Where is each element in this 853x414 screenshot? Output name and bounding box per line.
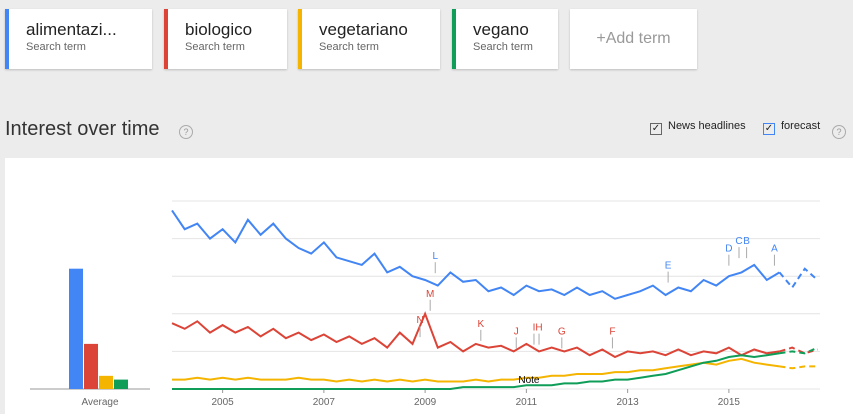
series-line [171, 311, 780, 359]
series-line [779, 346, 818, 355]
annotation-label: J [514, 326, 519, 337]
annotation-label: D [725, 244, 732, 255]
option-label: News headlines [668, 120, 746, 132]
term-sub: Search term [473, 41, 533, 53]
average-bar [69, 268, 83, 389]
add-term[interactable]: +Add term [570, 9, 697, 69]
chart-panel [5, 158, 853, 414]
average-bar [84, 343, 98, 389]
annotation-label: G [558, 326, 566, 337]
average-label: Average [81, 397, 119, 408]
series-line [172, 352, 780, 390]
annotation-label: H [535, 323, 542, 334]
x-tick-label: 2009 [414, 397, 437, 408]
term-sub: Search term [319, 41, 379, 53]
option[interactable]: ✓ forecast [763, 120, 820, 135]
x-tick-label: 2011 [516, 397, 538, 408]
term-card[interactable]: vegetariano Search term [298, 9, 440, 69]
annotation-label: C [735, 236, 742, 247]
annotation-label: K [477, 319, 484, 330]
x-tick-label: 2007 [313, 397, 336, 408]
option[interactable]: ✓ News headlines [650, 120, 746, 135]
section-title: Interest over time [5, 118, 160, 140]
annotation-label: B [743, 236, 750, 247]
series-line [172, 357, 780, 383]
annotation-label: L [432, 251, 438, 262]
series-line [779, 365, 818, 370]
term-sub: Search term [185, 41, 245, 53]
annotation-label: M [426, 289, 434, 300]
average-bar [114, 379, 128, 389]
annotation-label: F [609, 326, 615, 337]
help-icon[interactable]: ? [832, 125, 846, 139]
term-card[interactable]: alimentazi... Search term [5, 9, 152, 69]
average-bar [99, 375, 113, 389]
annotation-label: E [665, 261, 672, 272]
chart: Average 2005 2007 2009 2011 2013 2015 L M N K J I H G F… [5, 158, 853, 414]
checkbox[interactable]: ✓ [763, 123, 775, 135]
note-label: Note [518, 375, 540, 386]
annotation-label: N [416, 315, 423, 326]
x-tick-label: 2015 [718, 397, 741, 408]
series-line [171, 209, 781, 300]
term-name: alimentazi... [26, 20, 117, 39]
term-card[interactable]: vegano Search term [452, 9, 558, 69]
annotation-label: A [771, 244, 778, 255]
help-icon[interactable]: ? [179, 125, 193, 139]
series-line [778, 267, 819, 290]
x-tick-label: 2013 [617, 397, 640, 408]
annotation-label: I [533, 323, 536, 334]
option-label: forecast [781, 120, 821, 132]
term-name: vegano [473, 20, 529, 39]
term-name: vegetariano [319, 20, 408, 39]
term-name: biologico [185, 20, 253, 39]
x-tick-label: 2005 [212, 397, 235, 408]
term-sub: Search term [26, 41, 86, 53]
term-card[interactable]: biologico Search term [164, 9, 287, 69]
checkbox[interactable]: ✓ [650, 123, 662, 135]
